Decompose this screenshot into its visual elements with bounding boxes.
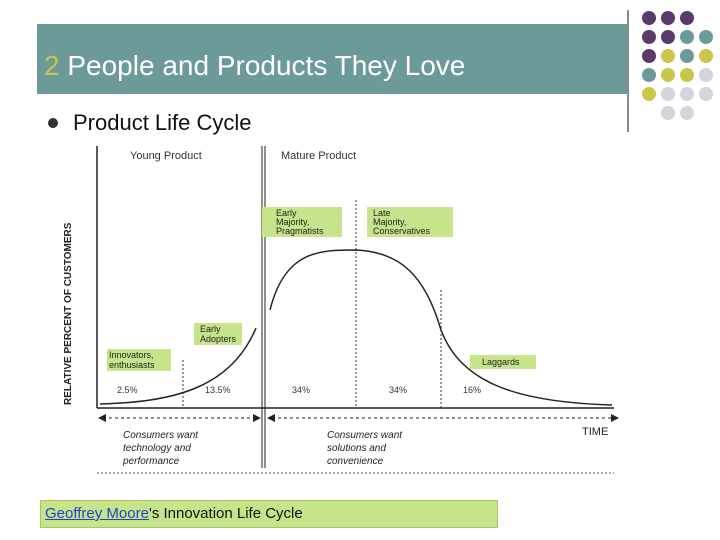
early-majority-line1: Early (276, 208, 297, 218)
label-box-late-majority (367, 207, 453, 237)
late-majority-line3: Conservatives (373, 226, 431, 236)
life-cycle-diagram: Young Product Mature Product RELATIVE PE… (63, 146, 619, 474)
late-majority-line1: Late (373, 208, 391, 218)
note-right-line2: solutions and (327, 443, 386, 454)
dot-gray (661, 87, 675, 101)
dot-gray (699, 87, 713, 101)
arrow-head-left-icon (267, 414, 275, 422)
note-left-line1: Consumers want (123, 430, 199, 441)
dot-purple (642, 49, 656, 63)
curve-left (99, 327, 257, 405)
dot-teal (699, 30, 713, 44)
x-axis-label: TIME (582, 426, 608, 438)
late-majority-line2: Majority, (373, 217, 406, 227)
laggards-line1: Laggards (482, 357, 520, 367)
arrow-head-right-icon (253, 414, 261, 422)
dot-gray (680, 87, 694, 101)
percent-early-adopters: 13.5% (205, 385, 231, 395)
percent-late-majority: 34% (389, 385, 407, 395)
arrow-head-right-icon (611, 414, 619, 422)
dot-gray (661, 106, 675, 120)
caption-text: 's Innovation Life Cycle (148, 505, 303, 522)
dot-purple (680, 11, 694, 25)
phase-label-young: Young Product (130, 150, 202, 162)
early-majority-line2: Majority, (276, 217, 309, 227)
dot-teal (680, 30, 694, 44)
slide-title-text: People and Products They Love (67, 50, 466, 81)
note-left-line2: technology and (123, 443, 191, 454)
divider-line (627, 10, 629, 132)
dot-purple (661, 11, 675, 25)
dot-purple (642, 30, 656, 44)
caption-box: Geoffrey Moore's Innovation Life Cycle (40, 500, 498, 528)
early-adopters-line2: Adopters (200, 334, 237, 344)
dot-teal (642, 68, 656, 82)
curve-right (269, 249, 613, 406)
slide-title: 2 People and Products They Love (44, 50, 465, 82)
dot-olive (699, 49, 713, 63)
note-right-line1: Consumers want (327, 430, 403, 441)
dot-teal (680, 49, 694, 63)
dot-olive (642, 87, 656, 101)
label-box-early-adopters (194, 323, 242, 345)
percent-early-majority: 34% (292, 385, 310, 395)
percent-laggards: 16% (463, 385, 481, 395)
innovators-line1: Innovators, (109, 350, 154, 360)
decorative-dot-grid (642, 11, 713, 120)
note-right-line3: convenience (327, 456, 384, 467)
early-adopters-line1: Early (200, 324, 221, 334)
dot-gray (699, 68, 713, 82)
caption: Geoffrey Moore's Innovation Life Cycle (45, 505, 303, 522)
author-link[interactable]: Geoffrey Moore (45, 505, 149, 522)
slide-number: 2 (44, 50, 60, 81)
innovators-line2: enthusiasts (109, 360, 155, 370)
note-left-line3: performance (122, 456, 180, 467)
label-box-early-majority (262, 207, 342, 237)
dot-gray (680, 106, 694, 120)
dot-purple (661, 30, 675, 44)
title-bar (37, 24, 627, 94)
subtitle: Product Life Cycle (73, 110, 252, 135)
dot-olive (680, 68, 694, 82)
dot-olive (661, 49, 675, 63)
early-majority-line3: Pragmatists (276, 226, 324, 236)
label-box-innovators (107, 349, 171, 371)
y-axis-label: RELATIVE PERCENT OF CUSTOMERS (63, 222, 74, 405)
dot-olive (661, 68, 675, 82)
dot-purple (642, 11, 656, 25)
label-box-laggards (470, 355, 536, 369)
bullet-icon (48, 118, 58, 128)
percent-innovators: 2.5% (117, 385, 138, 395)
phase-label-mature: Mature Product (281, 150, 356, 162)
arrow-head-left-icon (98, 414, 106, 422)
